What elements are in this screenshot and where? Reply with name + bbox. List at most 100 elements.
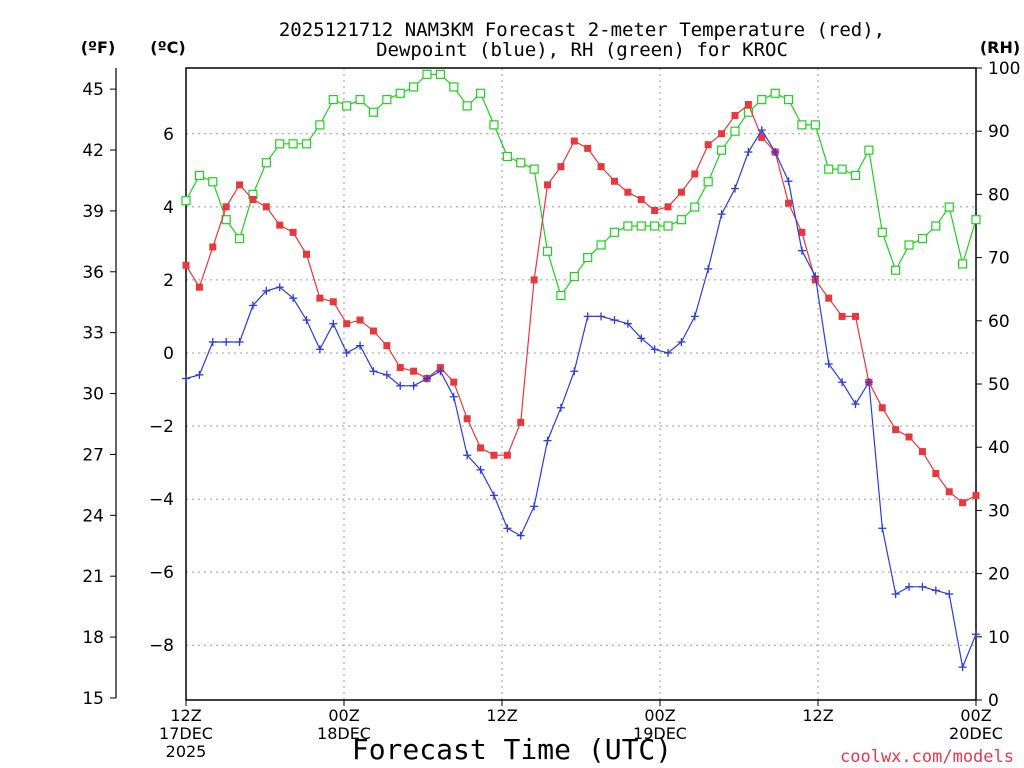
rh-point: [275, 139, 285, 149]
dewpoint-point: [623, 319, 632, 328]
2-meter-temperature-point: [918, 448, 926, 456]
2-meter-temperature-line: [185, 103, 977, 504]
2-meter-temperature-point: [530, 276, 538, 284]
2-meter-temperature-point: [610, 177, 618, 185]
fahrenheit-tick-label: 33: [82, 324, 104, 344]
rh-point: [422, 69, 432, 79]
rh-point: [502, 151, 512, 162]
rh-tick-label: 50: [988, 375, 1010, 395]
2-meter-temperature-point: [249, 196, 257, 204]
dewpoint-point: [784, 177, 793, 186]
dewpoint-point: [449, 392, 458, 401]
x-tick-label: 19DEC: [633, 724, 687, 743]
dewpoint-line: [185, 128, 977, 670]
2-meter-temperature-point: [396, 364, 404, 372]
rh-point: [234, 234, 245, 244]
2-meter-temperature-point: [878, 404, 886, 412]
rh-point: [757, 94, 767, 105]
2-meter-temperature-point: [637, 196, 645, 204]
celsius-unit-label: (ºC): [150, 38, 185, 57]
2-meter-temperature-point: [557, 163, 565, 171]
rh-tick-label: 10: [988, 628, 1010, 648]
temperature-series: [182, 101, 980, 507]
2-meter-temperature-point: [477, 444, 485, 452]
fahrenheit-tick-label: 45: [82, 80, 104, 100]
dewpoint-point: [744, 148, 753, 157]
dewpoint-point: [556, 403, 565, 412]
2-meter-temperature-point: [945, 488, 953, 496]
fahrenheit-unit-label: (ºF): [81, 38, 116, 57]
2-meter-temperature-point: [597, 163, 605, 171]
2-meter-temperature-point: [410, 367, 418, 375]
dewpoint-point: [342, 348, 351, 357]
celsius-tick-label: −2: [149, 417, 174, 437]
2-meter-temperature-point: [851, 312, 859, 320]
rh-point: [208, 177, 218, 187]
2-meter-temperature-point: [182, 261, 190, 269]
2-meter-temperature-point: [289, 228, 297, 236]
2-meter-temperature-point: [932, 470, 940, 478]
rh-tick-label: 20: [988, 565, 1010, 585]
rh-point: [181, 196, 191, 206]
rh-point: [301, 139, 312, 149]
rh-point: [650, 221, 660, 231]
rh-tick-label: 60: [988, 312, 1010, 332]
rh-point: [663, 221, 673, 231]
dewpoint-point: [757, 126, 766, 135]
rh-point: [783, 94, 794, 105]
2-meter-temperature-point: [503, 451, 511, 459]
2-meter-temperature-point: [651, 206, 659, 214]
dewpoint-series: [182, 126, 980, 672]
2-meter-temperature-point: [463, 415, 471, 423]
dewpoint-point: [302, 316, 311, 325]
rh-point: [810, 120, 820, 130]
dewpoint-point: [543, 436, 552, 445]
dewpoint-point: [838, 378, 847, 387]
celsius-tick-label: 0: [163, 344, 174, 364]
dewpoint-point: [222, 337, 231, 346]
rh-point: [596, 240, 606, 250]
2-meter-temperature-point: [972, 491, 980, 499]
2-meter-temperature-point: [758, 133, 766, 141]
rh-point: [315, 120, 325, 130]
2-meter-temperature-point: [343, 320, 351, 328]
rh-point: [877, 227, 887, 237]
rh-point: [475, 88, 486, 98]
rh-point: [623, 221, 633, 231]
dewpoint-point: [730, 184, 739, 193]
dewpoint-point: [972, 630, 980, 639]
2-meter-temperature-point: [664, 203, 672, 211]
x-tick-label: 00Z: [328, 706, 359, 725]
rh-point: [636, 221, 646, 231]
rh-point: [194, 170, 204, 181]
rh-point: [342, 101, 352, 111]
rh-point: [716, 145, 727, 155]
x-axis-label: Forecast Time (UTC): [352, 733, 672, 766]
2-meter-temperature-point: [744, 101, 752, 109]
rh-point: [529, 164, 539, 174]
dewpoint-point: [637, 334, 646, 343]
fahrenheit-tick-label: 30: [82, 385, 104, 405]
dewpoint-point: [664, 348, 673, 357]
rh-unit-label: (RH): [980, 38, 1020, 57]
rh-point: [850, 170, 861, 181]
dewpoint-point: [610, 316, 619, 325]
2-meter-temperature-point: [316, 294, 324, 302]
rh-point: [449, 82, 459, 92]
fahrenheit-tick-label: 18: [82, 628, 104, 648]
2-meter-temperature-point: [369, 327, 377, 335]
2-meter-temperature-point: [276, 221, 284, 229]
dewpoint-point: [503, 524, 512, 533]
dewpoint-point: [958, 663, 967, 672]
rh-point: [435, 69, 446, 79]
dewpoint-point: [905, 582, 914, 591]
rh-point: [690, 202, 700, 212]
rh-point: [609, 227, 620, 237]
dewpoint-point: [208, 337, 217, 346]
2-meter-temperature-point: [959, 499, 967, 507]
chart-title-line2: Dewpoint (blue), RH (green) for KROC: [376, 39, 788, 61]
2-meter-temperature-point: [584, 144, 592, 152]
chart-title-line1: 2025121712 NAM3KM Forecast 2-meter Tempe…: [279, 19, 885, 41]
rh-point: [864, 145, 874, 155]
dewpoint-point: [717, 210, 726, 219]
